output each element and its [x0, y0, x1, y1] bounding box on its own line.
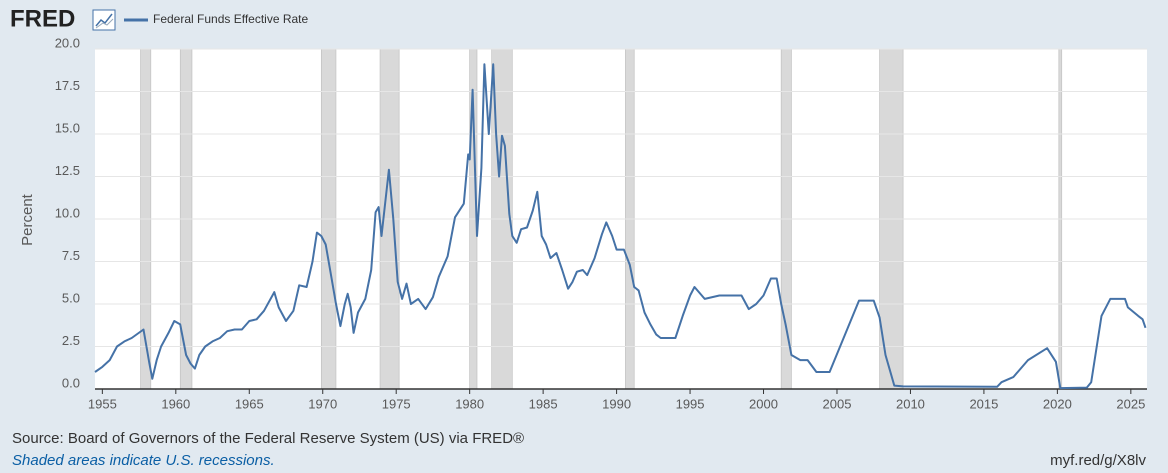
y-tick-label: 0.0: [62, 375, 80, 390]
x-tick-label: 2010: [896, 396, 925, 411]
y-axis-label: Percent: [19, 193, 36, 246]
y-tick-label: 12.5: [55, 163, 80, 178]
x-tick-label: 2020: [1043, 396, 1072, 411]
y-tick-label: 15.0: [55, 120, 80, 135]
y-tick-label: 20.0: [55, 35, 80, 50]
x-tick-label: 1990: [602, 396, 631, 411]
x-tick-label: 2025: [1116, 396, 1145, 411]
x-tick-label: 2015: [969, 396, 998, 411]
logo: FRED: [10, 5, 75, 32]
y-tick-label: 17.5: [55, 78, 80, 93]
y-tick-label: 10.0: [55, 205, 80, 220]
x-tick-label: 2000: [749, 396, 778, 411]
y-tick-label: 7.5: [62, 248, 80, 263]
source: Source: Board of Governors of the Federa…: [12, 430, 524, 447]
series-line: [94, 63, 1147, 390]
x-tick-label: 1980: [455, 396, 484, 411]
x-tick-label: 1955: [88, 396, 117, 411]
recession-note[interactable]: Shaded areas indicate U.S. recessions.: [12, 452, 275, 469]
x-tick-label: 1975: [382, 396, 411, 411]
x-tick-label: 1970: [308, 396, 337, 411]
x-tick-label: 2005: [823, 396, 852, 411]
y-tick-label: 5.0: [62, 290, 80, 305]
legend-label: Federal Funds Effective Rate: [153, 12, 309, 26]
x-tick-label: 1995: [676, 396, 705, 411]
x-tick-label: 1965: [235, 396, 264, 411]
short-link[interactable]: myf.red/g/X8lv: [1050, 452, 1146, 469]
x-tick-label: 1960: [161, 396, 190, 411]
x-tick-label: 1985: [529, 396, 558, 411]
y-tick-label: 2.5: [62, 333, 80, 348]
logo-icon: [92, 9, 116, 31]
